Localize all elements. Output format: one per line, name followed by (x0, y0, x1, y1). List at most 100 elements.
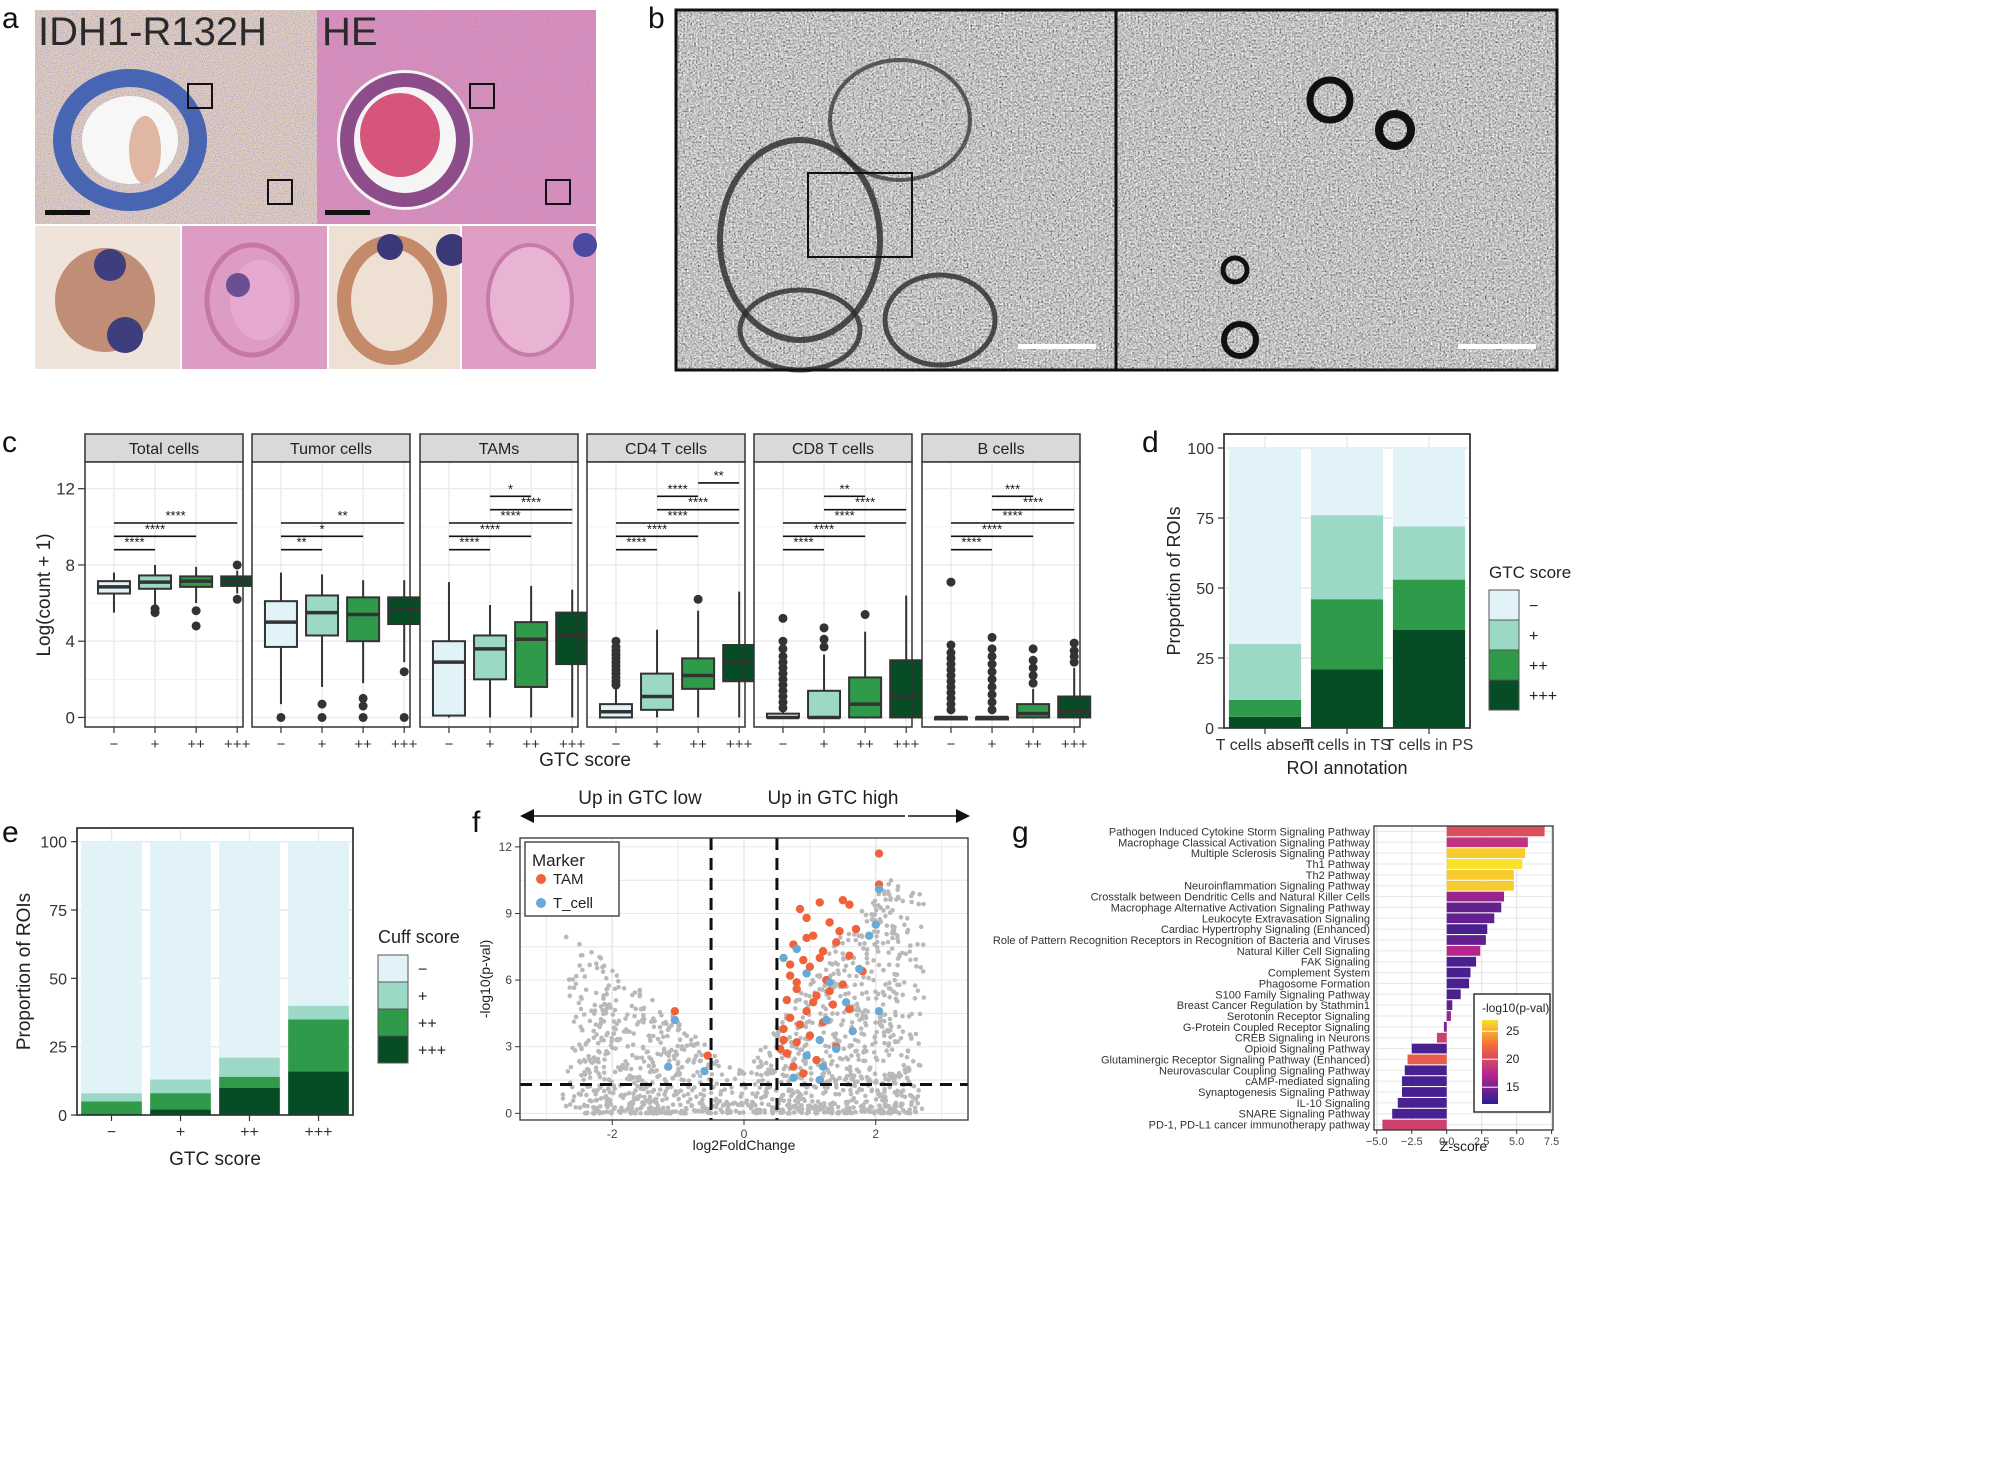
f-background-point (888, 1110, 893, 1116)
he-label: HE (322, 10, 378, 54)
f-background-point (716, 1063, 721, 1069)
c-box (889, 659, 924, 719)
chart-d-legend-label: − (1529, 598, 1538, 615)
f-background-point (786, 1098, 792, 1103)
f-background-point (602, 1002, 608, 1007)
f-background-point (780, 1072, 786, 1078)
f-point-tam (808, 931, 818, 940)
f-background-point (613, 1026, 618, 1032)
f-background-point (627, 1073, 633, 1078)
f-background-point (902, 1094, 908, 1100)
f-background-point (833, 1031, 839, 1036)
f-background-point (570, 1045, 575, 1051)
f-background-point (585, 1066, 590, 1072)
f-xtick-label: 0 (741, 1127, 748, 1141)
c-xtick-label: ++ (522, 736, 540, 753)
c-facet-title: TAMs (479, 441, 520, 458)
f-point-tam (795, 904, 805, 914)
f-point-t_cell (815, 1035, 824, 1045)
chart-e-bar-segment (219, 1087, 280, 1115)
f-background-point (663, 1019, 668, 1025)
f-background-point (743, 1085, 748, 1091)
f-background-point (911, 1083, 917, 1089)
g-bar (1446, 967, 1471, 978)
f-background-point (685, 1099, 691, 1105)
f-background-point (720, 1109, 725, 1115)
f-point-t_cell (815, 1075, 824, 1085)
f-background-point (629, 1003, 635, 1009)
f-background-point (737, 1110, 743, 1116)
f-background-point (805, 1103, 811, 1109)
f-background-point (646, 1033, 652, 1039)
f-background-point (697, 1073, 703, 1079)
f-background-point (858, 1104, 864, 1109)
f-background-point (915, 942, 920, 947)
f-background-point (920, 942, 926, 947)
f-background-point (823, 967, 829, 973)
panel-letter-g: g (1012, 816, 1029, 849)
f-background-point (660, 1097, 665, 1103)
f-background-point (882, 1102, 888, 1108)
f-background-point (840, 951, 846, 956)
f-background-point (890, 923, 895, 929)
f-background-point (863, 912, 869, 918)
f-background-point (732, 1076, 738, 1082)
f-background-point (678, 1102, 683, 1108)
f-point-tam (845, 1004, 854, 1014)
f-background-point (784, 1073, 790, 1079)
f-background-point (826, 995, 832, 1001)
f-background-point (799, 1047, 805, 1053)
f-background-point (887, 1084, 893, 1090)
f-background-point (796, 1051, 801, 1056)
f-background-point (895, 1088, 900, 1094)
f-point-tam (825, 918, 834, 927)
chart-e-frame (76, 827, 354, 1116)
f-background-point (691, 1073, 696, 1078)
f-background-point (859, 991, 865, 996)
f-background-point (884, 923, 890, 928)
c-outlier (611, 636, 621, 646)
chart-e-legend-label: + (418, 989, 427, 1006)
f-background-point (601, 1110, 606, 1115)
c-ytick-label: 0 (66, 708, 75, 727)
g-xtick-label: −5.0 (1366, 1136, 1388, 1148)
panel-letter-e: e (2, 816, 19, 849)
he-vessel-cuff (340, 73, 470, 207)
f-background-point (831, 985, 837, 990)
f-background-point (813, 1105, 819, 1111)
f-point-t_cell (874, 1006, 884, 1016)
f-background-point (810, 1105, 815, 1111)
f-background-point (678, 1088, 684, 1094)
g-bar (1446, 859, 1523, 869)
f-point-tam (851, 924, 861, 934)
f-background-point (757, 1085, 763, 1091)
f-background-point (808, 1071, 814, 1076)
c-box (305, 594, 340, 637)
f-background-point (758, 1072, 764, 1078)
f-background-point (900, 1013, 905, 1019)
he-zoom-2-nucleus (573, 233, 597, 257)
f-background-point (741, 1071, 747, 1076)
chart-d-xtick-label: T cells in TS (1303, 737, 1390, 754)
f-background-point (665, 1086, 670, 1091)
f-background-point (737, 1067, 742, 1073)
f-background-point (900, 1101, 905, 1107)
f-point-tam (845, 900, 854, 909)
f-background-point (601, 1070, 607, 1075)
f-background-point (914, 964, 919, 969)
f-background-point (591, 1055, 597, 1060)
f-background-point (684, 1033, 690, 1039)
c-outlier (987, 674, 997, 684)
g-category-label: Synaptogenesis Signaling Pathway (1198, 1087, 1370, 1099)
chart-e-legend-label: +++ (418, 1043, 446, 1060)
f-background-point (653, 1109, 659, 1114)
g-bar (1382, 1119, 1447, 1130)
chart-e-xlabel: GTC score (169, 1149, 261, 1170)
f-point-tam (792, 1038, 801, 1047)
f-background-point (714, 1081, 720, 1087)
f-ytick-label: 0 (505, 1106, 512, 1120)
f-point-tam (785, 1013, 795, 1023)
f-background-point (803, 1024, 809, 1030)
g-category-label: Macrophage Alternative Activation Signal… (1111, 902, 1371, 914)
c-outlier (276, 712, 286, 722)
